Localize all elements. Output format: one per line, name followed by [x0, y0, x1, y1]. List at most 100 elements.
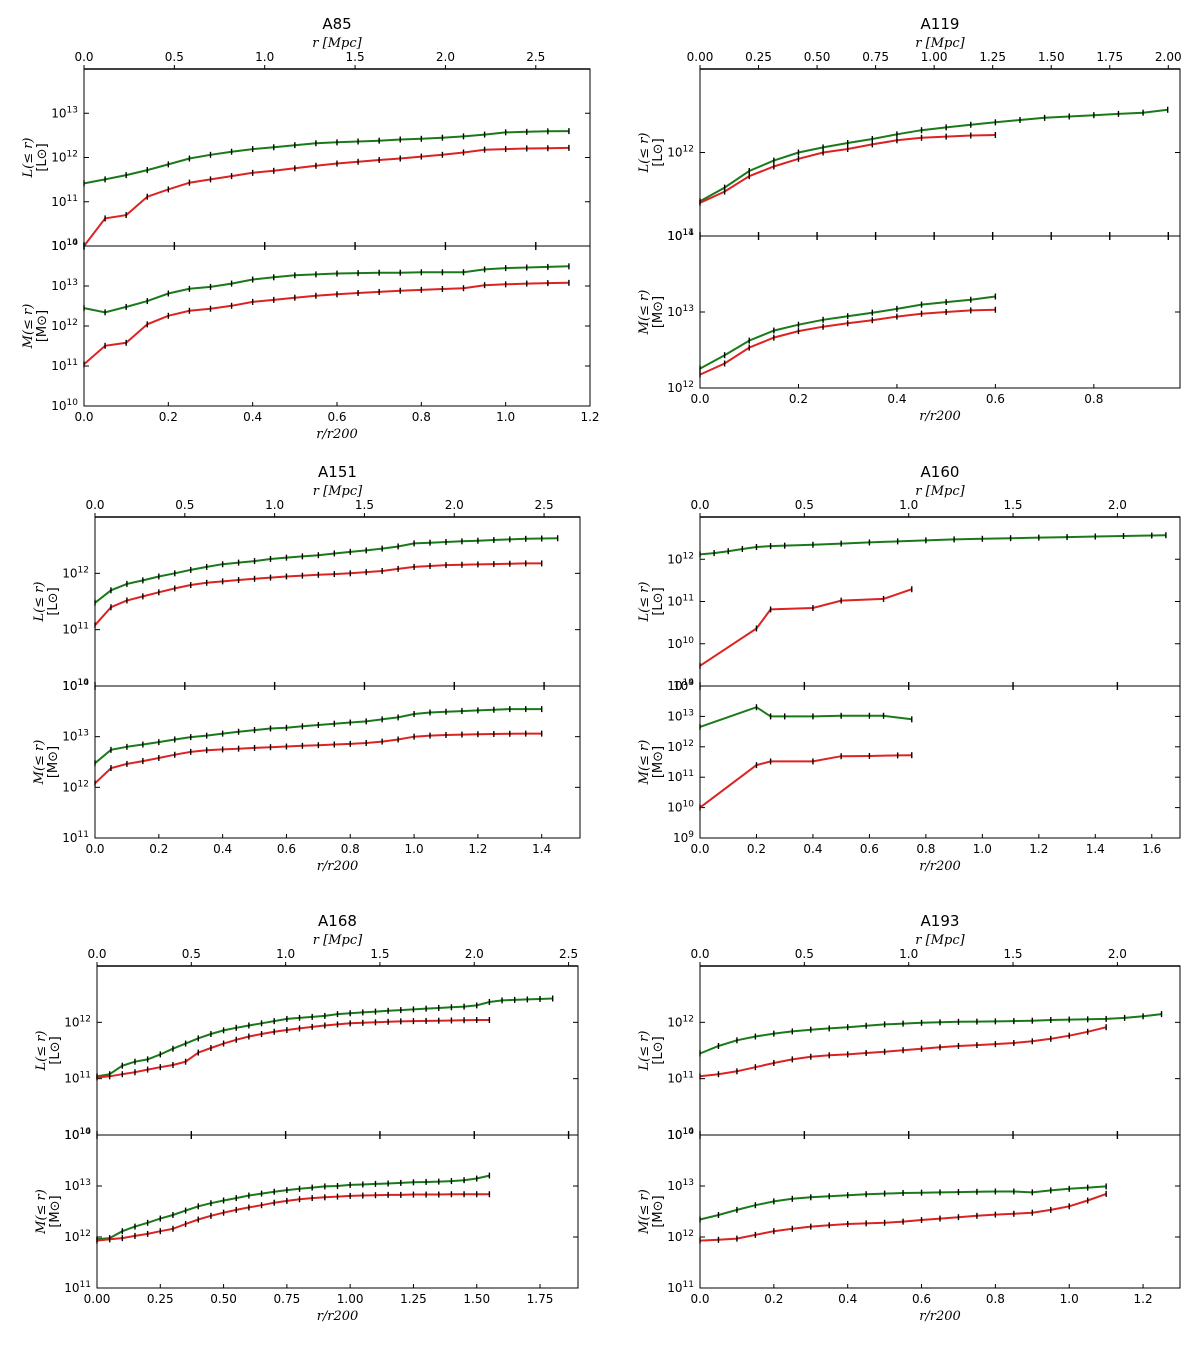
luminosity-y-label: L(≤ r)	[21, 137, 36, 178]
luminosity-subplot: 1010 1011 1012 L(≤ r) [L⊙]	[637, 965, 1180, 1142]
y-tick-label: 1012	[64, 1229, 91, 1244]
top-tick-label: 2.00	[1155, 50, 1182, 64]
top-tick-label: 2.5	[526, 50, 545, 64]
top-tick-label: 1.0	[255, 50, 274, 64]
bottom-tick-label: 0.25	[147, 1292, 174, 1306]
top-tick-label: 0.5	[165, 50, 184, 64]
y-tick-label: 1012	[64, 1014, 91, 1029]
mass-y-label-unit: [M⊙]	[46, 746, 61, 778]
panel-frame	[94, 516, 581, 839]
y-tick-label: 1011	[667, 228, 694, 243]
top-tick-label: 1.5	[346, 50, 365, 64]
bottom-tick-label: 1.2	[468, 842, 487, 856]
luminosity-y-label: L(≤ r)	[32, 581, 47, 622]
y-tick-label: 1010	[51, 238, 78, 253]
mass-y-label-unit: [M⊙]	[48, 1195, 63, 1227]
y-tick-label: 1011	[667, 594, 694, 609]
bottom-tick-label: 0.6	[986, 392, 1005, 406]
luminosity-subplot: 1011 1012 L(≤ r) [L⊙]	[637, 68, 1180, 243]
top-tick-label: 0.0	[690, 947, 709, 961]
top-axis-label: r [Mpc]	[915, 36, 965, 51]
luminosity-y-label-unit: [L⊙]	[651, 587, 666, 615]
mass-series-line-red	[699, 754, 912, 809]
bottom-tick-label: 1.25	[400, 1292, 427, 1306]
bottom-tick-label: 1.00	[337, 1292, 364, 1306]
y-tick-label: 1012	[667, 380, 694, 395]
mass-y-label: M(≤ r)	[637, 740, 652, 786]
y-tick-label: 1012	[667, 739, 694, 754]
bottom-axis-label: r/r200	[316, 427, 358, 442]
y-tick-label: 1011	[62, 830, 89, 845]
bottom-tick-label: 0.2	[149, 842, 168, 856]
y-tick-label: 1012	[667, 1014, 694, 1029]
bottom-tick-label: 0.8	[1084, 392, 1103, 406]
mass-y-label: M(≤ r)	[34, 1189, 49, 1235]
panel-title: A168	[318, 912, 357, 930]
top-tick-label: 2.0	[1108, 498, 1127, 512]
y-tick-label: 1014	[667, 228, 694, 243]
top-tick-label: 2.0	[436, 50, 455, 64]
top-tick-label: 2.0	[445, 498, 464, 512]
top-tick-label: 0.0	[690, 498, 709, 512]
top-tick-label: 1.5	[355, 498, 374, 512]
mass-series-line-green	[699, 295, 996, 370]
top-axis-label: r [Mpc]	[312, 36, 362, 51]
panel-a85: A85 r [Mpc] 0.0 0.5 1.0 1.5 2.0 2.5 0.0 0.2 0.4 0.6…	[21, 15, 600, 442]
y-tick-label: 1014	[64, 1127, 91, 1142]
bottom-tick-label: 0.6	[277, 842, 296, 856]
top-tick-label: 0.0	[74, 50, 93, 64]
bottom-axis-label: r/r200	[919, 1309, 961, 1324]
bottom-tick-label: 0.6	[327, 410, 346, 424]
bottom-axis-label: r/r200	[919, 409, 961, 424]
bottom-tick-label: 0.4	[243, 410, 262, 424]
top-tick-label: 2.0	[1108, 947, 1127, 961]
y-tick-label: 1012	[51, 318, 78, 333]
y-tick-label: 1011	[62, 622, 89, 637]
top-tick-label: 0.0	[85, 498, 104, 512]
top-tick-label: 1.00	[921, 50, 948, 64]
mass-y-label-unit: [M⊙]	[35, 310, 50, 342]
bottom-tick-label: 0.2	[747, 842, 766, 856]
panel-a168: A168 r [Mpc] 0.0 0.5 1.0 1.5 2.0 2.5 0.00 0.25 0.5…	[34, 912, 579, 1324]
panel-title: A151	[318, 463, 357, 481]
luminosity-series-line-green	[699, 108, 1168, 203]
top-tick-label: 2.0	[465, 947, 484, 961]
top-tick-label: 1.0	[265, 498, 284, 512]
luminosity-series-line-green	[96, 997, 553, 1078]
bottom-tick-label: 0.2	[159, 410, 178, 424]
y-tick-label: 1010	[64, 1127, 91, 1142]
luminosity-subplot: 1010 1011 1012 L(≤ r) [L⊙]	[32, 516, 580, 693]
top-tick-label: 1.5	[370, 947, 389, 961]
panel-title: A160	[921, 463, 960, 481]
luminosity-y-label-unit: [L⊙]	[651, 138, 666, 166]
mass-subplot: 1011 1012 1013 1014 M(≤ r) [M⊙]	[32, 678, 580, 845]
mass-series-line-red	[699, 1192, 1107, 1242]
mass-subplot: 109 1010 1011 1012 1013 1014 M(≤ r) [M⊙]	[637, 678, 1180, 845]
bottom-tick-label: 1.2	[1134, 1292, 1153, 1306]
luminosity-series-line-red	[96, 1019, 490, 1079]
y-tick-label: 1012	[51, 150, 78, 165]
y-tick-label: 1013	[667, 304, 694, 319]
top-tick-label: 1.25	[979, 50, 1006, 64]
panel-a119: A119 r [Mpc] 0.00 0.25 0.50 0.75 1.00 1.25 1.50 1…	[637, 15, 1182, 424]
top-tick-label: 0.0	[87, 947, 106, 961]
luminosity-y-label: L(≤ r)	[637, 1030, 652, 1071]
bottom-tick-label: 1.75	[527, 1292, 554, 1306]
y-tick-label: 1011	[64, 1280, 91, 1295]
top-axis-label: r [Mpc]	[915, 933, 965, 948]
luminosity-subplot: 1010 1011 1012 L(≤ r) [L⊙]	[34, 965, 578, 1142]
luminosity-subplot: 1010 1011 1012 1013 L(≤ r) [L⊙]	[21, 68, 590, 253]
mass-subplot: 1011 1012 1013 1014 M(≤ r) [M⊙]	[637, 1127, 1180, 1295]
bottom-tick-label: 1.0	[405, 842, 424, 856]
y-tick-label: 1010	[51, 398, 78, 413]
y-tick-label: 1013	[667, 1178, 694, 1193]
bottom-tick-label: 0.6	[912, 1292, 931, 1306]
luminosity-y-label-unit: [L⊙]	[651, 1036, 666, 1064]
mass-y-label: M(≤ r)	[637, 1189, 652, 1235]
top-tick-label: 0.5	[795, 947, 814, 961]
bottom-tick-label: 0.0	[74, 410, 93, 424]
y-tick-label: 1013	[64, 1178, 91, 1193]
panel-a160: A160 r [Mpc] 0.0 0.5 1.0 1.5 2.0 0.0 0.2 0.4 0.6 0.…	[637, 463, 1181, 874]
y-tick-label: 1010	[667, 1127, 694, 1142]
